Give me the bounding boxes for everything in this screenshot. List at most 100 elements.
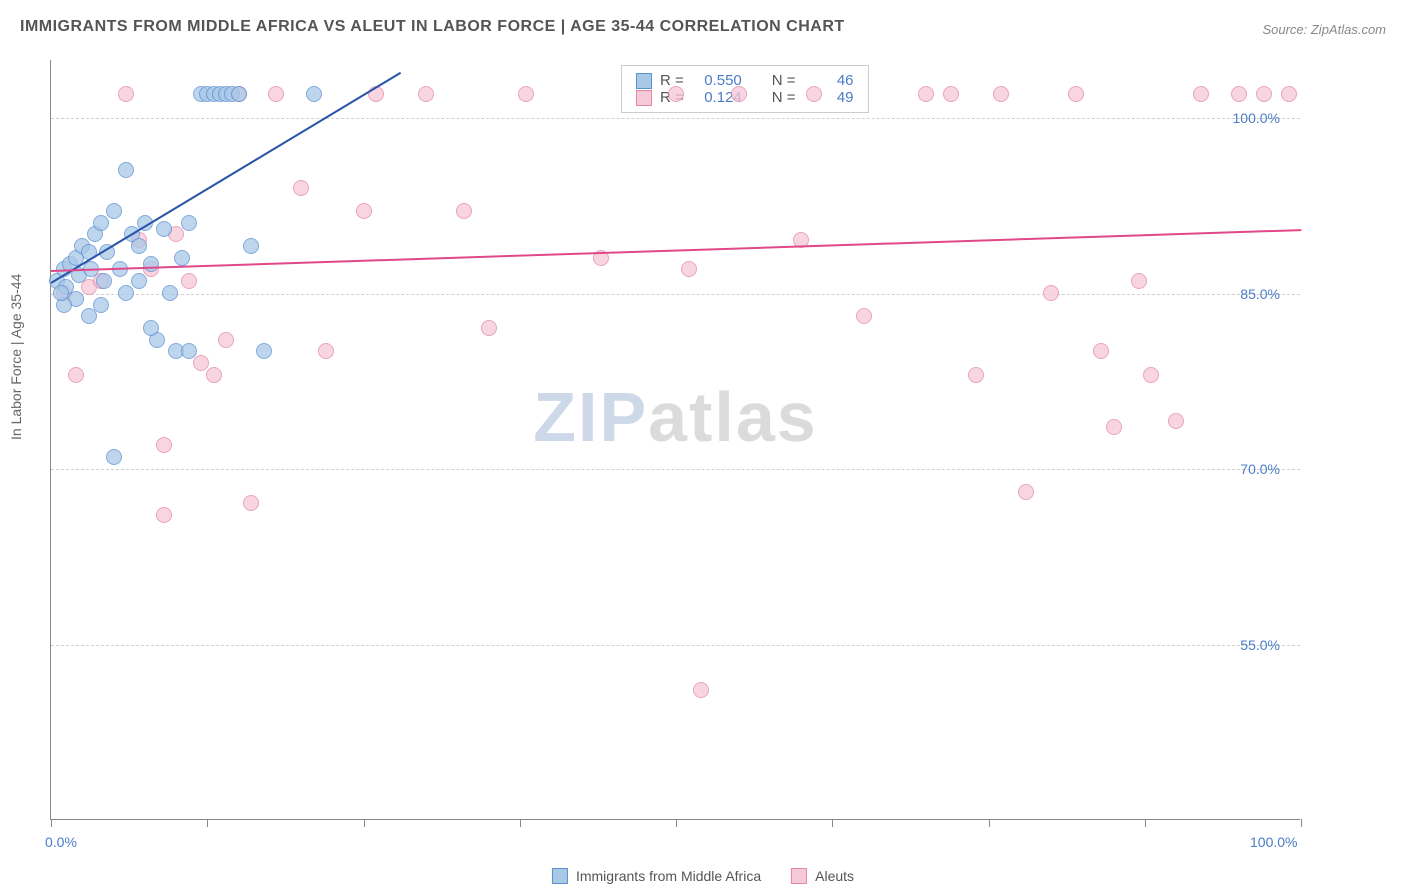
- data-point: [356, 203, 372, 219]
- data-point: [1068, 86, 1084, 102]
- data-point: [206, 367, 222, 383]
- x-tick: [207, 819, 208, 827]
- data-point: [418, 86, 434, 102]
- data-point: [118, 86, 134, 102]
- plot-area: ZIPatlas R =0.550N =46R =0.124N =49 55.0…: [50, 60, 1300, 820]
- watermark-rest: atlas: [648, 378, 818, 456]
- data-point: [231, 86, 247, 102]
- watermark: ZIPatlas: [533, 377, 817, 457]
- data-point: [143, 320, 159, 336]
- data-point: [118, 162, 134, 178]
- x-tick: [1301, 819, 1302, 827]
- data-point: [53, 285, 69, 301]
- data-point: [481, 320, 497, 336]
- x-tick: [676, 819, 677, 827]
- data-point: [1106, 419, 1122, 435]
- x-tick: [1145, 819, 1146, 827]
- data-point: [1256, 86, 1272, 102]
- legend-swatch: [636, 73, 652, 89]
- data-point: [106, 449, 122, 465]
- gridline: [51, 294, 1300, 295]
- source-attribution: Source: ZipAtlas.com: [1262, 22, 1386, 37]
- n-label: N =: [772, 72, 796, 89]
- data-point: [456, 203, 472, 219]
- gridline: [51, 645, 1300, 646]
- y-tick-label: 55.0%: [1240, 637, 1280, 653]
- data-point: [174, 250, 190, 266]
- data-point: [918, 86, 934, 102]
- data-point: [118, 285, 134, 301]
- data-point: [143, 256, 159, 272]
- x-tick-label: 100.0%: [1250, 834, 1297, 850]
- x-tick-label: 0.0%: [45, 834, 77, 850]
- data-point: [806, 86, 822, 102]
- data-point: [131, 273, 147, 289]
- data-point: [1168, 413, 1184, 429]
- data-point: [1093, 343, 1109, 359]
- stats-row: R =0.550N =46: [636, 72, 854, 89]
- data-point: [93, 215, 109, 231]
- data-point: [731, 86, 747, 102]
- y-axis-label: In Labor Force | Age 35-44: [8, 274, 24, 440]
- data-point: [181, 343, 197, 359]
- y-tick-label: 70.0%: [1240, 461, 1280, 477]
- data-point: [156, 221, 172, 237]
- data-point: [318, 343, 334, 359]
- pink-trend-line: [51, 230, 1301, 273]
- watermark-zip: ZIP: [533, 378, 648, 456]
- data-point: [1018, 484, 1034, 500]
- gridline: [51, 118, 1300, 119]
- legend-swatch: [552, 868, 568, 884]
- blue-trend-line: [50, 72, 401, 284]
- n-label: N =: [772, 89, 796, 106]
- data-point: [156, 437, 172, 453]
- data-point: [156, 507, 172, 523]
- data-point: [668, 86, 684, 102]
- gridline: [51, 469, 1300, 470]
- bottom-legend: Immigrants from Middle Africa Aleuts: [552, 868, 854, 884]
- data-point: [81, 308, 97, 324]
- data-point: [1231, 86, 1247, 102]
- legend-label: Immigrants from Middle Africa: [576, 868, 761, 884]
- data-point: [131, 238, 147, 254]
- y-tick-label: 85.0%: [1240, 286, 1280, 302]
- data-point: [1193, 86, 1209, 102]
- data-point: [306, 86, 322, 102]
- data-point: [93, 297, 109, 313]
- data-point: [181, 273, 197, 289]
- data-point: [162, 285, 178, 301]
- legend-label: Aleuts: [815, 868, 854, 884]
- data-point: [693, 682, 709, 698]
- data-point: [243, 238, 259, 254]
- data-point: [518, 86, 534, 102]
- data-point: [856, 308, 872, 324]
- data-point: [106, 203, 122, 219]
- chart-container: IMMIGRANTS FROM MIDDLE AFRICA VS ALEUT I…: [0, 0, 1406, 892]
- data-point: [256, 343, 272, 359]
- legend-item: Aleuts: [791, 868, 854, 884]
- data-point: [181, 215, 197, 231]
- data-point: [268, 86, 284, 102]
- y-tick-label: 100.0%: [1233, 110, 1280, 126]
- legend-swatch: [636, 90, 652, 106]
- data-point: [968, 367, 984, 383]
- data-point: [1131, 273, 1147, 289]
- data-point: [68, 367, 84, 383]
- data-point: [1143, 367, 1159, 383]
- chart-title: IMMIGRANTS FROM MIDDLE AFRICA VS ALEUT I…: [20, 18, 845, 36]
- x-tick: [989, 819, 990, 827]
- data-point: [681, 261, 697, 277]
- x-tick: [520, 819, 521, 827]
- data-point: [943, 86, 959, 102]
- data-point: [1281, 86, 1297, 102]
- data-point: [243, 495, 259, 511]
- x-tick: [364, 819, 365, 827]
- data-point: [293, 180, 309, 196]
- data-point: [96, 273, 112, 289]
- legend-swatch: [791, 868, 807, 884]
- legend-item: Immigrants from Middle Africa: [552, 868, 761, 884]
- data-point: [218, 332, 234, 348]
- data-point: [993, 86, 1009, 102]
- x-tick: [51, 819, 52, 827]
- data-point: [1043, 285, 1059, 301]
